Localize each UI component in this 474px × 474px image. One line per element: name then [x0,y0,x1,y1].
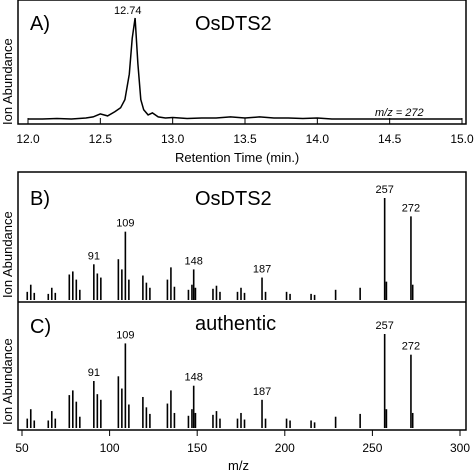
panel-c-peak-label: 91 [88,367,100,379]
panel-a-x-tick-label: 12.5 [89,132,113,146]
panel-b-title: OsDTS2 [195,188,272,210]
panel-a-trace-group [28,17,462,120]
panel-a-x-tick-label: 12.0 [16,132,40,146]
panel-a-x-tick-label: 15.0 [450,132,474,146]
panel-b-y-axis-label: Ion Abundance [0,211,15,298]
panel-c-peak-label: 272 [402,341,420,353]
panel-b-peak-label: 109 [116,218,134,230]
panel-a-label: A) [30,13,50,35]
panel-b-peak-label: 91 [88,250,100,262]
panel-b-peak-label: 148 [185,255,203,267]
panel-c-x-tick-label: 200 [275,441,295,455]
panel-a-y-axis-label: Ion Abundance [0,38,15,125]
panel-b-peak-label: 257 [375,184,393,196]
panel-b-label: B) [30,188,50,210]
panel-b-peak-label: 187 [253,264,271,276]
panel-a-mz-annotation: m/z = 272 [375,107,424,119]
panel-c-peak-labels: 91 109 148 187 257 272 [88,320,420,398]
panel-a-x-axis-label: Retention Time (min.) [175,150,299,165]
panel-b-peak-labels: 91 109 148 187 257 272 [88,184,420,276]
panel-b-bars [26,198,414,300]
panel-a-frame [17,0,467,125]
panel-bc-frame [17,171,467,431]
panel-a-x-tick-label: 14.0 [306,132,330,146]
panel-c-x-ticks: 50 100 150 200 250 300 [15,430,470,455]
panel-c-x-tick-label: 50 [15,441,29,455]
panel-c-peak-label: 148 [185,372,203,384]
panel-c-peak-label: 257 [375,320,393,332]
panel-c-peak-label: 187 [253,386,271,398]
panel-a-x-tick-label: 13.5 [233,132,257,146]
panel-c-x-tick-label: 150 [187,441,207,455]
panel-c-title: authentic [195,313,276,335]
panel-c-x-tick-label: 300 [450,441,470,455]
panel-c-y-axis-label: Ion Abundance [0,338,15,425]
panel-a-x-ticks: 12.0 12.5 13.0 13.5 14.0 14.5 15.0 [16,118,474,146]
panel-c-x-tick-label: 100 [100,441,120,455]
panel-c-label: C) [30,316,51,338]
panel-c-peak-label: 109 [116,329,134,341]
panel-a-title: OsDTS2 [195,13,272,35]
panel-c-x-axis-label: m/z [228,458,249,473]
panel-a-x-tick-label: 14.5 [378,132,402,146]
chromatogram-trace [28,17,462,120]
panel-a-peak-label: 12.74 [114,5,142,17]
panel-c-bars [26,334,414,428]
panel-b-peak-label: 272 [402,202,420,214]
panel-a-x-tick-label: 13.0 [161,132,185,146]
panel-c-x-tick-label: 250 [362,441,382,455]
